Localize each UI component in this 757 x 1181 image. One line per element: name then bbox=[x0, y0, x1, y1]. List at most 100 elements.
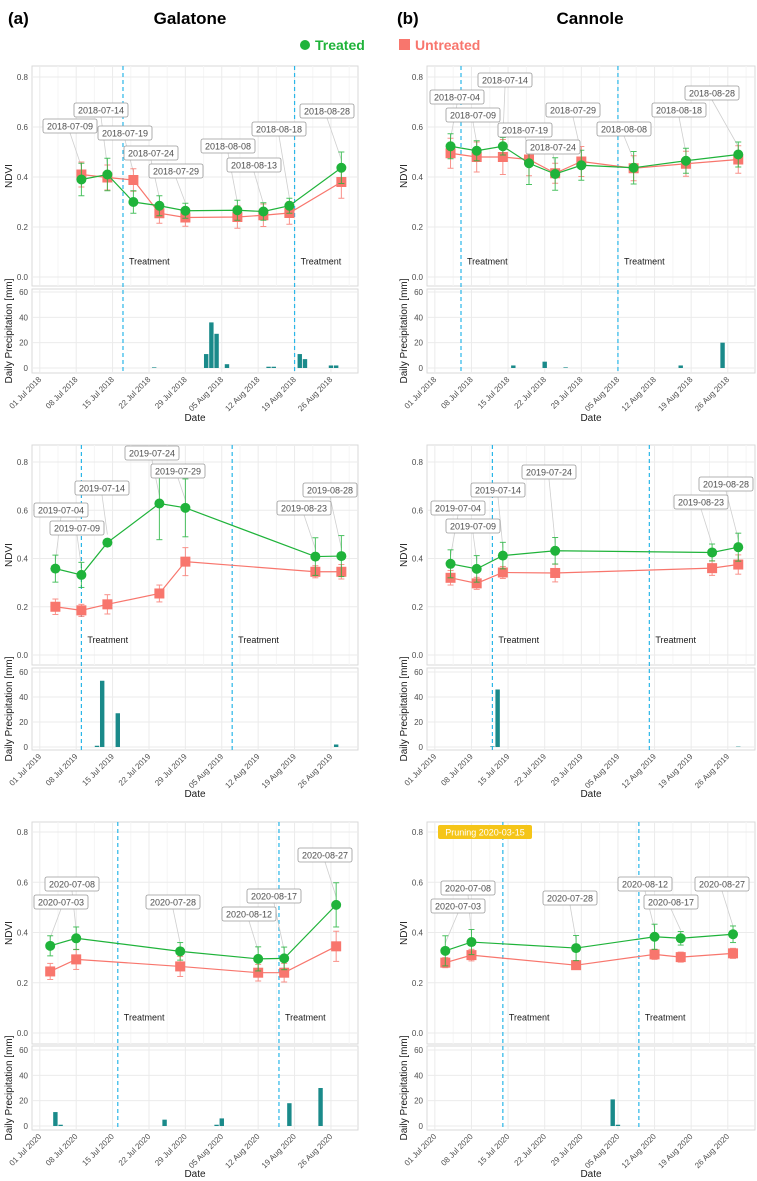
date-callout-box bbox=[226, 157, 282, 173]
date-callout-box bbox=[596, 121, 652, 137]
precip-bar bbox=[214, 333, 219, 368]
date-callout: 2018-07-04 bbox=[429, 89, 485, 105]
date-callout-text: 2020-08-27 bbox=[699, 880, 745, 890]
ndvi-y-tick-label: 0.6 bbox=[412, 878, 424, 887]
date-callout: 2018-08-08 bbox=[596, 121, 652, 137]
date-callout-box bbox=[150, 463, 206, 479]
x-tick-label: 15 Jul 2018 bbox=[80, 375, 116, 411]
x-axis-title: Date bbox=[184, 1169, 206, 1180]
precip-bar bbox=[333, 365, 339, 368]
callout-leader bbox=[177, 477, 186, 500]
date-callout-text: 2018-07-24 bbox=[530, 143, 576, 153]
date-callout: 2020-07-28 bbox=[542, 890, 598, 906]
date-callout-text: 2020-07-28 bbox=[150, 898, 196, 908]
treated-point bbox=[524, 158, 535, 169]
treated-point bbox=[180, 502, 191, 513]
date-callout-text: 2020-08-17 bbox=[648, 898, 694, 908]
treated-point bbox=[733, 542, 744, 553]
ndvi-y-tick-label: 0.2 bbox=[412, 979, 424, 988]
date-callout-box bbox=[33, 894, 89, 910]
date-callout-box bbox=[545, 102, 601, 118]
date-callout: 2020-07-03 bbox=[33, 894, 89, 910]
x-tick-label: 15 Jul 2018 bbox=[476, 375, 512, 411]
treated-point bbox=[154, 200, 165, 211]
ndvi-y-tick-label: 0.6 bbox=[412, 123, 424, 132]
ndvi-axis-title: NDVI bbox=[4, 921, 15, 945]
ndvi-y-tick-label: 0.0 bbox=[17, 1029, 29, 1038]
date-callout-text: 2019-07-24 bbox=[526, 468, 572, 478]
panel-b-label: (b) bbox=[397, 9, 419, 28]
x-tick-label: 26 Aug 2019 bbox=[296, 752, 335, 791]
date-callout: 2020-08-17 bbox=[643, 894, 699, 910]
precip-y-tick-label: 60 bbox=[19, 1046, 28, 1055]
date-callout-box bbox=[145, 894, 201, 910]
treatment-label: Treatment bbox=[124, 1012, 165, 1022]
treated-point bbox=[253, 953, 264, 964]
precip-bar bbox=[563, 367, 568, 368]
date-callout-text: 2018-07-04 bbox=[434, 93, 480, 103]
x-tick-label: 22 Jul 2019 bbox=[512, 752, 548, 788]
date-callout-text: 2019-07-29 bbox=[155, 467, 201, 477]
precip-bar bbox=[224, 364, 230, 368]
x-axis-title: Date bbox=[184, 413, 206, 424]
date-callout-box bbox=[684, 85, 740, 101]
untreated-point bbox=[471, 578, 482, 589]
date-callout: 2020-08-17 bbox=[246, 888, 302, 904]
precip-y-tick-label: 0 bbox=[419, 364, 424, 373]
date-callout: 2019-08-23 bbox=[673, 494, 729, 510]
treated-point bbox=[102, 537, 113, 548]
treated-point bbox=[180, 205, 191, 216]
date-callout: 2018-07-29 bbox=[545, 102, 601, 118]
untreated-point bbox=[154, 588, 165, 599]
precip-axis-title: Daily Precipitation [mm] bbox=[399, 656, 410, 761]
untreated-point bbox=[675, 952, 686, 963]
callout-leader bbox=[278, 135, 290, 198]
untreated-point bbox=[466, 950, 477, 961]
precip-bar bbox=[115, 713, 120, 747]
x-axis-title: Date bbox=[580, 789, 602, 800]
precip-plot-area bbox=[31, 288, 359, 374]
treated-point bbox=[707, 547, 718, 558]
x-tick-label: 15 Jul 2019 bbox=[80, 752, 116, 788]
date-callout-text: 2020-07-08 bbox=[49, 880, 95, 890]
treated-point bbox=[232, 205, 243, 216]
date-callout-text: 2018-07-19 bbox=[502, 126, 548, 136]
treated-point bbox=[258, 206, 269, 217]
treated-point bbox=[728, 929, 739, 940]
date-callout-box bbox=[123, 145, 179, 161]
callout-leader bbox=[670, 908, 682, 931]
date-callout: 2019-07-09 bbox=[49, 520, 105, 536]
treated-point bbox=[440, 945, 451, 956]
untreated-point bbox=[50, 601, 61, 612]
untreated-point bbox=[279, 967, 290, 978]
callout-leader bbox=[721, 890, 734, 927]
treated-point bbox=[497, 550, 508, 561]
date-callout-text: 2018-08-08 bbox=[601, 125, 647, 135]
untreated-point bbox=[175, 961, 186, 972]
treatment-label: Treatment bbox=[498, 635, 539, 645]
ndvi-y-tick-label: 0.2 bbox=[17, 223, 29, 232]
date-callout: 2018-08-28 bbox=[299, 103, 355, 119]
date-callout-box bbox=[698, 476, 754, 492]
date-callout: 2020-08-27 bbox=[694, 876, 750, 892]
ndvi-y-tick-label: 0.2 bbox=[17, 603, 29, 612]
treated-point bbox=[445, 558, 456, 569]
date-callout-box bbox=[430, 500, 486, 516]
x-tick-label: 29 Jul 2018 bbox=[549, 375, 585, 411]
treated-point bbox=[45, 940, 56, 951]
date-callout-text: 2018-08-08 bbox=[205, 142, 251, 152]
date-callout-box bbox=[643, 894, 699, 910]
treatment-label: Treatment bbox=[238, 635, 279, 645]
ndvi-y-tick-label: 0.8 bbox=[412, 73, 424, 82]
ndvi-y-tick-label: 0.8 bbox=[17, 828, 29, 837]
ndvi-y-tick-label: 0.6 bbox=[17, 123, 29, 132]
date-callout-box bbox=[148, 163, 204, 179]
precip-bar bbox=[615, 1124, 621, 1126]
precip-bar bbox=[333, 744, 339, 747]
x-tick-label: 19 Aug 2019 bbox=[656, 752, 695, 791]
ndvi-y-tick-label: 0.8 bbox=[412, 828, 424, 837]
date-callout: 2018-07-14 bbox=[477, 72, 533, 88]
untreated-point bbox=[707, 563, 718, 574]
ndvi-y-tick-label: 0.8 bbox=[17, 458, 29, 467]
precip-plot-area bbox=[31, 1045, 359, 1131]
